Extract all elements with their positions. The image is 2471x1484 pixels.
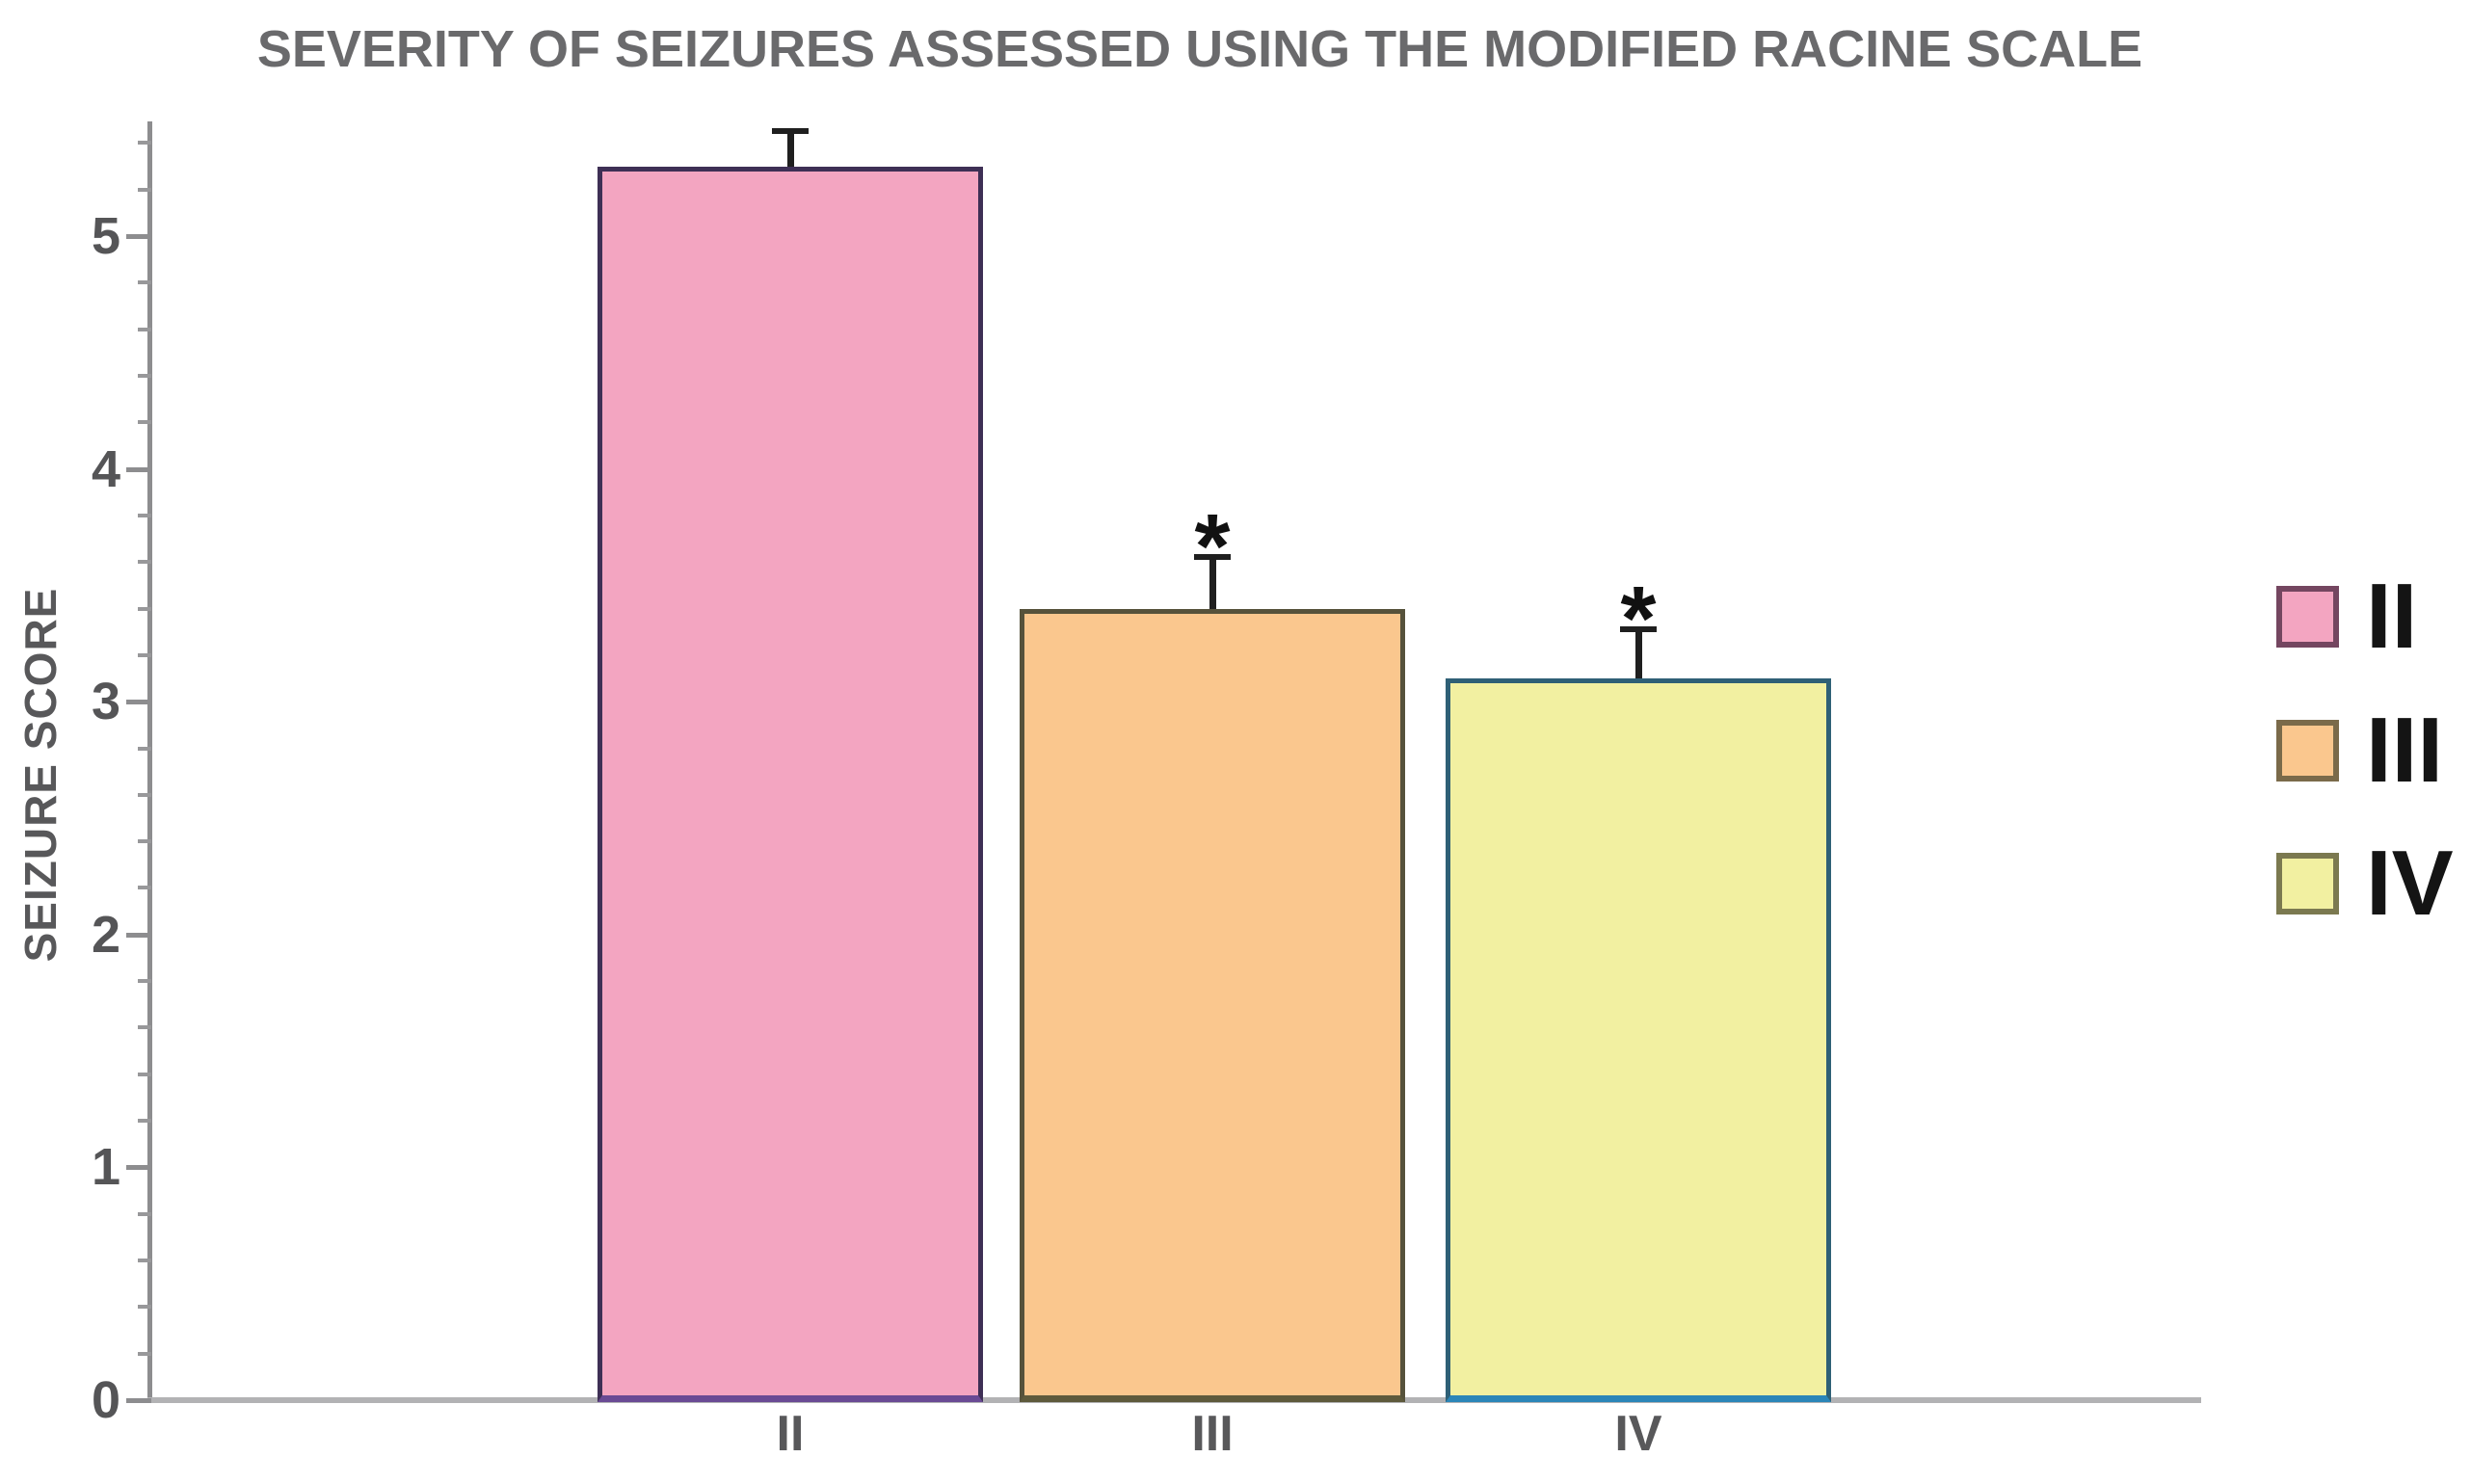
y-minor-tick — [138, 280, 151, 285]
y-minor-tick — [138, 746, 151, 751]
y-minor-tick — [138, 420, 151, 425]
y-minor-tick — [138, 373, 151, 378]
y-tick-label: 2 — [91, 905, 120, 964]
legend-swatch-II — [2276, 586, 2339, 648]
legend-item-II: II — [2276, 570, 2417, 663]
y-tick-label: 5 — [91, 207, 120, 265]
y-tick-label: 4 — [91, 439, 120, 498]
y-minor-tick — [138, 513, 151, 517]
y-major-tick — [126, 466, 151, 472]
legend-label-IV: IV — [2366, 832, 2454, 935]
y-minor-tick — [138, 560, 151, 565]
y-tick-label: 1 — [91, 1138, 120, 1197]
y-tick-label: 0 — [91, 1371, 120, 1429]
x-tick-label-IV: IV — [1614, 1406, 1662, 1462]
y-minor-tick — [138, 1259, 151, 1263]
x-tick-label-III: III — [1191, 1406, 1234, 1462]
error-bar-cap-III — [1194, 554, 1231, 561]
error-bar-III — [1209, 557, 1216, 609]
error-bar-II — [787, 131, 794, 167]
legend-swatch-III — [2276, 719, 2339, 782]
legend-item-III: III — [2276, 698, 2444, 802]
y-axis-line — [147, 121, 152, 1403]
y-minor-tick — [138, 606, 151, 611]
chart-title: SEVERITY OF SEIZURES ASSESSED USING THE … — [256, 20, 2143, 78]
y-minor-tick — [138, 1305, 151, 1310]
error-bar-cap-II — [772, 128, 809, 135]
y-major-tick — [126, 1398, 151, 1403]
bar-II — [598, 166, 983, 1402]
y-major-tick — [126, 234, 151, 239]
y-minor-tick — [138, 979, 151, 984]
error-bar-cap-IV — [1620, 626, 1657, 633]
y-minor-tick — [138, 1119, 151, 1124]
y-minor-tick — [138, 1072, 151, 1076]
y-major-tick — [126, 1165, 151, 1171]
legend-label-III: III — [2366, 698, 2444, 802]
y-minor-tick — [138, 141, 151, 146]
y-minor-tick — [138, 1025, 151, 1030]
y-minor-tick — [138, 1211, 151, 1216]
y-minor-tick — [138, 1351, 151, 1356]
y-minor-tick — [138, 187, 151, 192]
x-tick-label-II: II — [776, 1406, 805, 1462]
bar-III — [1020, 608, 1405, 1402]
legend-swatch-IV — [2276, 853, 2339, 914]
y-major-tick — [126, 700, 151, 705]
y-major-tick — [126, 932, 151, 938]
y-minor-tick — [138, 327, 151, 331]
error-bar-IV — [1635, 629, 1642, 679]
bar-IV — [1446, 678, 1831, 1402]
y-tick-label: 3 — [91, 673, 120, 731]
legend-item-IV: IV — [2276, 837, 2454, 930]
y-minor-tick — [138, 886, 151, 890]
legend-label-II: II — [2366, 565, 2418, 668]
significance-marker-III: * — [1194, 495, 1231, 598]
y-minor-tick — [138, 839, 151, 844]
significance-marker-IV: * — [1620, 568, 1657, 671]
y-minor-tick — [138, 792, 151, 797]
y-minor-tick — [138, 652, 151, 657]
